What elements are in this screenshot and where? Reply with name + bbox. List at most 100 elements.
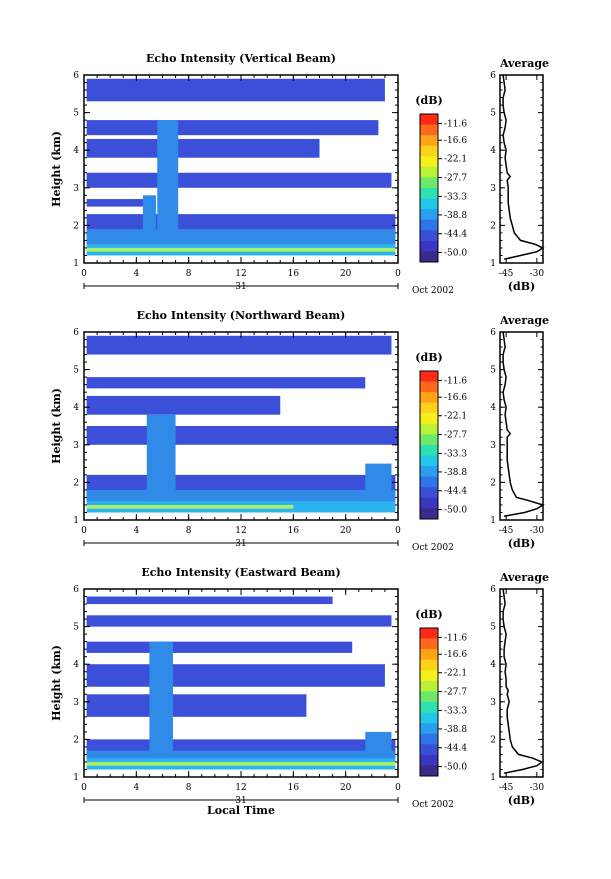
profile-y-tick-label: 5 [490,366,496,376]
profile-x-tick-label: -45 [499,526,514,536]
colorbar-tick-label: -16.6 [444,393,467,403]
echo-region [149,641,173,759]
profile-y-tick-label: 1 [490,516,496,526]
colorbar-segment [420,188,438,200]
colorbar-tick-label: -22.1 [444,155,467,165]
echo-region [86,761,396,766]
colorbar-tick-label: -33.3 [444,449,467,459]
colorbar-segment [420,434,438,446]
colorbar-segment [420,476,438,488]
colorbar-segment [420,371,438,383]
x-tick-label: 20 [340,526,352,536]
date-label: 31 [235,539,246,549]
colorbar-segment [420,723,438,735]
y-tick-label: 6 [73,71,79,81]
colorbar-segment [420,219,438,231]
colorbar-frame [419,627,439,777]
y-tick-label: 1 [73,516,79,526]
y-tick-label: 6 [73,328,79,338]
x-tick-label: 4 [133,269,139,279]
colorbar-tick-label: -27.7 [444,431,467,441]
echo-region [86,335,392,355]
echo-region [86,120,379,136]
colorbar-segment [420,156,438,168]
x-tick-label: 0 [81,269,87,279]
x-tick-label: 12 [235,783,246,793]
colorbar-segment [420,691,438,703]
date-label: 31 [235,796,246,806]
echo-region [86,489,396,502]
profile-y-tick-label: 2 [490,478,496,488]
colorbar-segment [420,413,438,425]
colorbar-segment [420,381,438,393]
colorbar-segment [420,744,438,756]
colorbar-segment [420,209,438,221]
colorbar-segment [420,114,438,126]
colorbar-tick-label: -22.1 [444,412,467,422]
y-tick-label: 3 [73,441,79,451]
profile-y-tick-label: 1 [490,773,496,783]
colorbar-segment [420,392,438,404]
colorbar-tick-label: -38.8 [444,211,467,221]
colorbar-frame [419,370,439,520]
y-tick-label: 6 [73,585,79,595]
colorbar-segment [420,177,438,189]
colorbar-frame [419,113,439,263]
y-tick-label: 4 [73,146,79,156]
colorbar-segment [420,445,438,457]
colorbar-label: (dB) [415,608,442,621]
profile-y-tick-label: 1 [490,259,496,269]
colorbar-segment [420,765,438,777]
colorbar-tick-label: -33.3 [444,192,467,202]
month-label: Oct 2002 [412,543,454,553]
x-tick-label: 16 [288,269,300,279]
profile-frame [499,588,544,778]
x-tick-label: 12 [235,526,246,536]
colorbar-tick-label: -50.0 [444,249,467,259]
profile-x-label: (dB) [508,537,535,550]
colorbar-segment [420,251,438,263]
profile-x-tick-label: -45 [499,783,514,793]
y-tick-label: 5 [73,109,79,119]
echo-region [365,463,392,502]
profile-y-tick-label: 6 [490,71,496,81]
colorbar-tick-label: -16.6 [444,650,467,660]
profile-x-tick-label: -30 [530,269,545,279]
colorbar-tick-label: -38.8 [444,468,467,478]
colorbar-segment [420,135,438,147]
echo-region [86,229,396,245]
colorbar-segment [420,423,438,435]
panel-title: Echo Intensity (Vertical Beam) [146,52,336,65]
profile-title: Average [499,57,549,70]
colorbar-segment [420,124,438,136]
month-label: Oct 2002 [412,286,454,296]
profile-y-tick-label: 3 [490,698,496,708]
colorbar-segment [420,455,438,467]
colorbar-label: (dB) [415,351,442,364]
profile-x-tick-label: -30 [530,783,545,793]
colorbar-segment [420,670,438,682]
echo-region [86,138,320,158]
profile-x-label: (dB) [508,280,535,293]
echo-region [86,641,353,653]
y-tick-label: 3 [73,184,79,194]
profile-x-label: (dB) [508,794,535,807]
profile-y-tick-label: 2 [490,221,496,231]
profile-y-tick-label: 6 [490,328,496,338]
echo-region [86,377,366,389]
echo-region [86,750,396,759]
x-tick-label: 8 [186,783,192,793]
echo-region [146,414,176,502]
colorbar-tick-label: -27.7 [444,174,467,184]
y-tick-label: 3 [73,698,79,708]
x-tick-label: 16 [288,783,300,793]
echo-region [86,596,333,605]
colorbar-segment [420,487,438,499]
colorbar-tick-label: -44.4 [444,487,467,497]
y-tick-label: 1 [73,259,79,269]
echo-region [86,199,150,207]
colorbar-tick-label: -44.4 [444,744,467,754]
panel-title: Echo Intensity (Eastward Beam) [141,566,340,579]
